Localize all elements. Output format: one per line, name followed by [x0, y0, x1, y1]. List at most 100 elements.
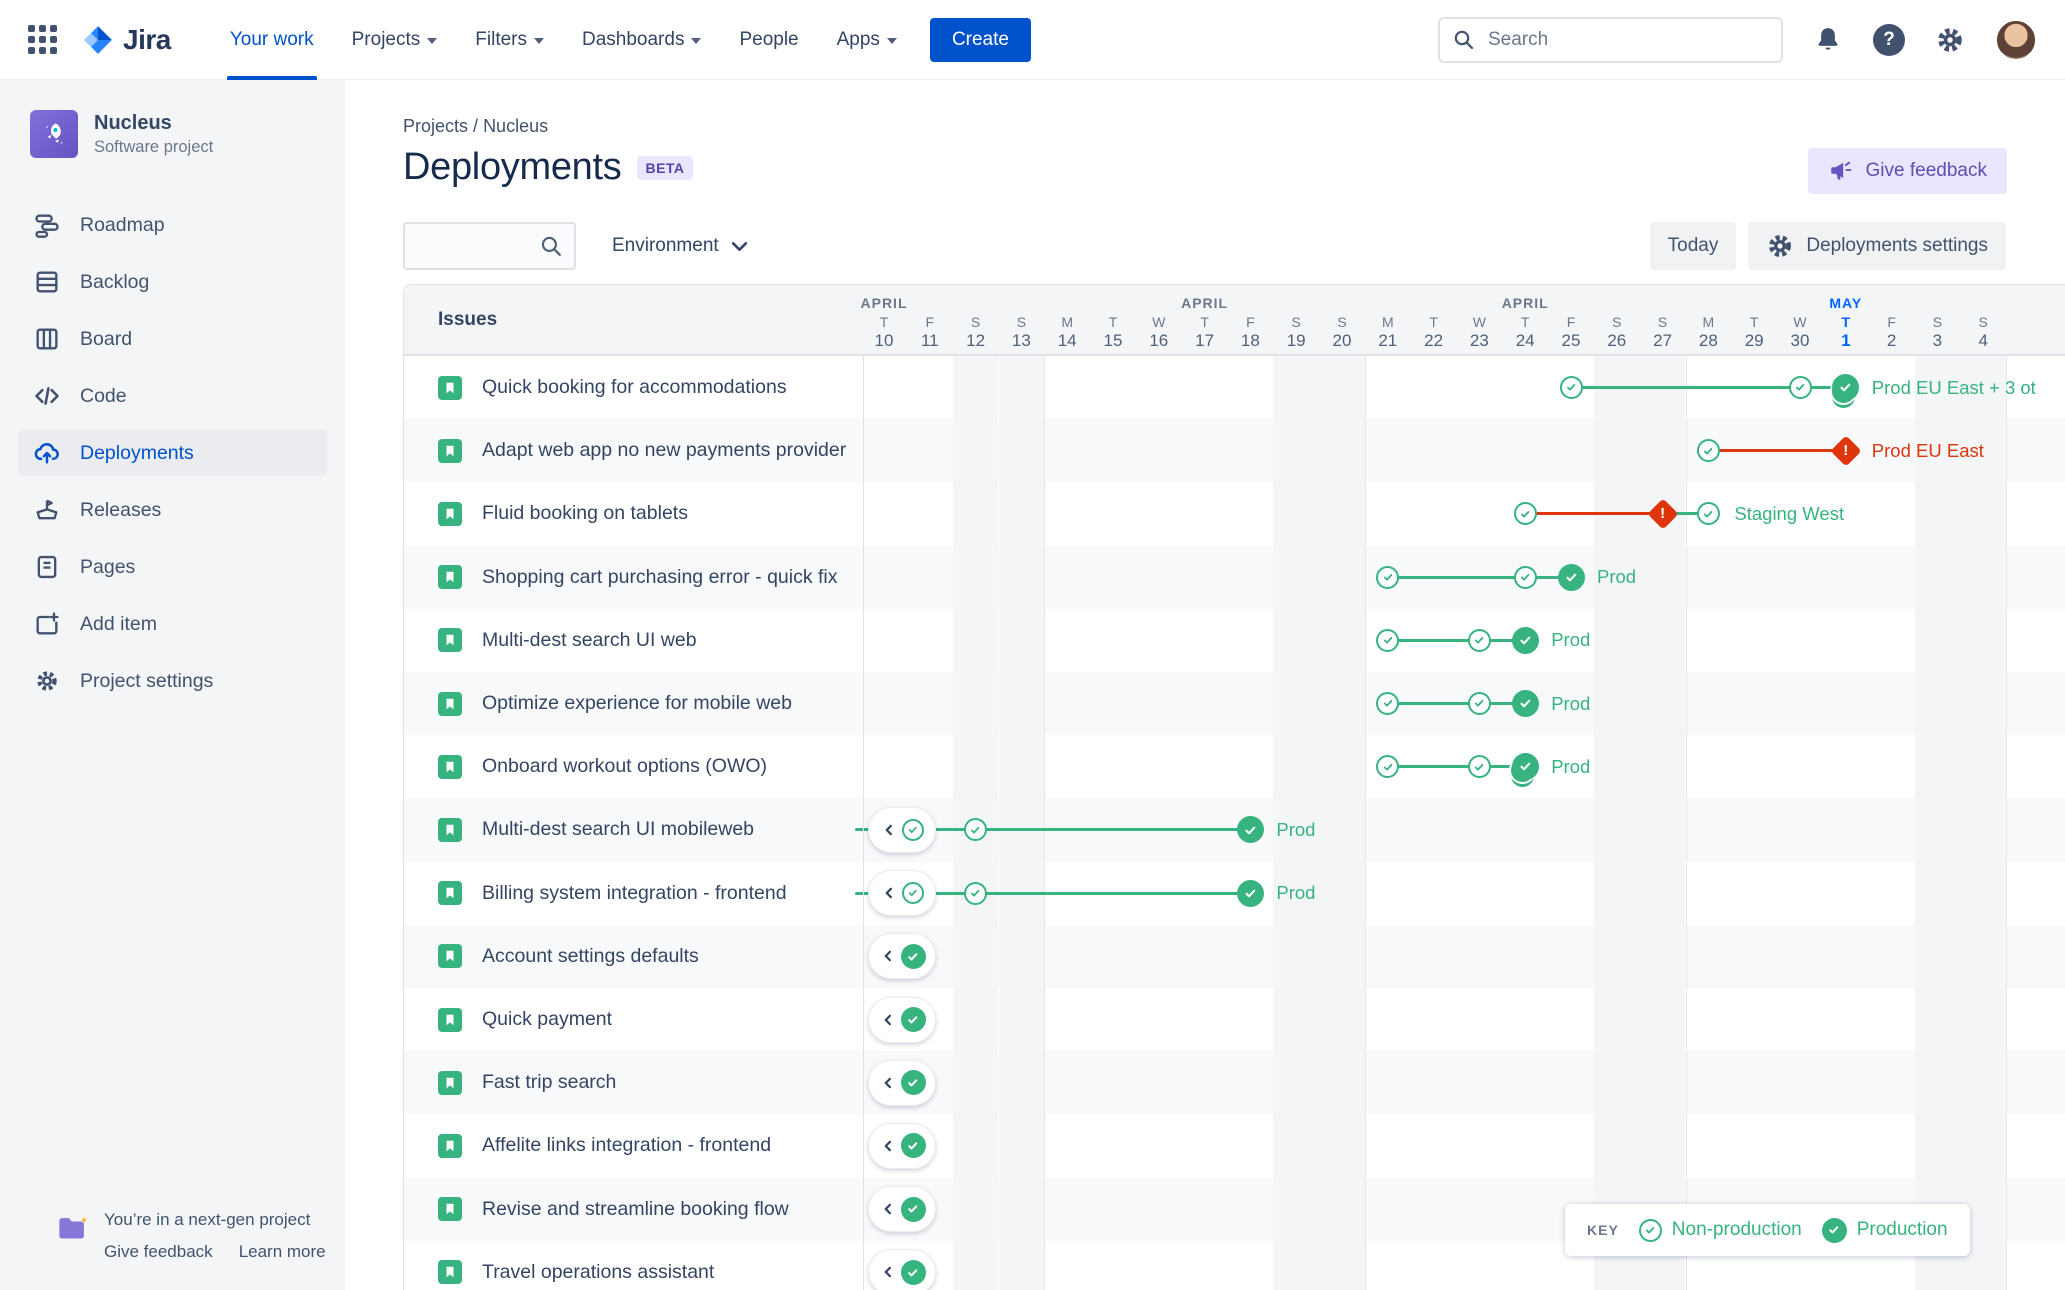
non-production-check-badge[interactable] — [1374, 690, 1402, 718]
sidebar-item-releases[interactable]: Releases — [18, 487, 327, 533]
issue-row[interactable]: Fluid booking on tablets — [404, 482, 863, 545]
breadcrumb-project-name[interactable]: Nucleus — [483, 116, 549, 136]
production-check-badge — [900, 1259, 926, 1285]
non-production-check-badge[interactable] — [1374, 626, 1402, 654]
production-stacked-badge[interactable] — [1830, 373, 1861, 410]
collapsed-deployments-pill[interactable] — [868, 1249, 936, 1290]
deployment-track: Prod — [863, 609, 2065, 672]
deployments-settings-button[interactable]: Deployments settings — [1748, 222, 2006, 270]
non-production-check-badge[interactable] — [1786, 374, 1814, 402]
sidebar-item-roadmap[interactable]: Roadmap — [18, 202, 327, 248]
deployments-search-input[interactable] — [403, 222, 576, 270]
issue-row[interactable]: Multi-dest search UI web — [404, 609, 863, 672]
environment-dropdown[interactable]: Environment — [612, 222, 748, 270]
non-production-check-badge[interactable] — [1465, 626, 1493, 654]
issue-row[interactable]: Adapt web app no new payments provider — [404, 419, 863, 482]
search-icon — [1454, 30, 1474, 49]
day-tick: 14 — [1057, 331, 1077, 350]
production-stacked-badge[interactable] — [1509, 752, 1540, 789]
nav-item-apps[interactable]: Apps — [818, 0, 916, 80]
issue-row[interactable]: Quick booking for accommodations — [404, 356, 863, 419]
issue-row[interactable]: Travel operations assistant — [404, 1241, 863, 1290]
collapsed-deployments-pill[interactable] — [868, 1186, 936, 1233]
non-production-check-badge[interactable] — [1465, 753, 1493, 781]
production-check-badge[interactable] — [1510, 625, 1540, 655]
issues-column-header: Issues — [438, 309, 498, 330]
chevron-left-icon — [880, 821, 898, 839]
story-type-icon — [438, 1007, 462, 1032]
today-button[interactable]: Today — [1649, 222, 1737, 270]
non-production-check-badge[interactable] — [1694, 437, 1722, 465]
issue-title: Quick booking for accommodations — [482, 376, 787, 399]
production-check-badge[interactable] — [1235, 815, 1265, 845]
non-production-check-badge[interactable] — [1694, 500, 1722, 528]
sidebar-give-feedback-link[interactable]: Give feedback — [104, 1242, 213, 1261]
story-type-icon — [438, 438, 462, 463]
collapsed-deployments-pill[interactable] — [868, 933, 936, 980]
non-production-check-badge[interactable] — [962, 879, 990, 907]
story-type-icon — [438, 881, 462, 906]
sidebar-item-deployments[interactable]: Deployments — [18, 430, 327, 476]
month-label: APRIL — [1181, 295, 1229, 311]
non-production-check-badge[interactable] — [962, 816, 990, 844]
sidebar-item-code[interactable]: Code — [18, 373, 327, 419]
breadcrumb-projects[interactable]: Projects — [403, 116, 469, 136]
sidebar-item-backlog[interactable]: Backlog — [18, 259, 327, 305]
sidebar-item-board[interactable]: Board — [18, 316, 327, 362]
issue-row[interactable]: Fast trip search — [404, 1051, 863, 1114]
sidebar-item-project-settings[interactable]: Project settings — [18, 658, 327, 704]
collapsed-deployments-pill[interactable] — [868, 1122, 936, 1169]
issue-row[interactable]: Quick payment — [404, 988, 863, 1051]
month-label: APRIL — [1501, 295, 1549, 311]
day-tick: S — [970, 314, 981, 330]
jira-logo[interactable]: Jira — [81, 23, 171, 57]
non-production-check-badge[interactable] — [1557, 374, 1585, 402]
app-switcher-icon[interactable] — [28, 25, 57, 54]
sidebar-learn-more-link[interactable]: Learn more — [238, 1242, 326, 1261]
collapsed-deployments-pill[interactable] — [868, 1059, 936, 1106]
nav-item-projects[interactable]: Projects — [333, 0, 457, 80]
help-icon[interactable]: ? — [1873, 23, 1905, 56]
issue-row[interactable]: Onboard workout options (OWO) — [404, 735, 863, 798]
day-tick: S — [1291, 314, 1301, 330]
nav-item-dashboards[interactable]: Dashboards — [563, 0, 720, 80]
issue-row[interactable]: Account settings defaults — [404, 925, 863, 988]
non-production-check-badge[interactable] — [1465, 690, 1493, 718]
notifications-bell-icon[interactable] — [1813, 25, 1843, 55]
deployment-failed-warning-icon[interactable]: ! — [1830, 435, 1862, 467]
project-header[interactable]: Nucleus Software project — [0, 80, 345, 158]
sidebar-item-pages[interactable]: Pages — [18, 544, 327, 590]
nav-item-people[interactable]: People — [739, 28, 799, 50]
nav-item-your-work[interactable]: Your work — [211, 0, 333, 80]
create-button[interactable]: Create — [929, 17, 1031, 62]
beta-badge: BETA — [637, 155, 693, 180]
collapsed-deployments-pill[interactable] — [868, 806, 936, 853]
collapsed-deployments-pill[interactable] — [868, 870, 936, 917]
settings-gear-icon[interactable] — [1935, 25, 1965, 55]
deployment-connector-line — [1662, 512, 1709, 516]
user-avatar[interactable] — [1995, 18, 2037, 61]
production-check-badge[interactable] — [1556, 562, 1586, 592]
issue-row[interactable]: Shopping cart purchasing error - quick f… — [404, 546, 863, 609]
global-search-input[interactable] — [1438, 16, 1783, 63]
give-feedback-button[interactable]: Give feedback — [1807, 148, 2007, 194]
non-production-check-badge[interactable] — [1511, 563, 1539, 591]
issue-row[interactable]: Optimize experience for mobile web — [404, 672, 863, 735]
issue-row[interactable]: Revise and streamline booking flow — [404, 1178, 863, 1241]
day-tick: 2 — [1886, 331, 1897, 350]
production-check-badge[interactable] — [1510, 689, 1540, 719]
deployment-failed-warning-icon[interactable]: ! — [1647, 498, 1679, 530]
production-check-badge[interactable] — [1235, 878, 1265, 908]
issue-row[interactable]: Multi-dest search UI mobileweb — [404, 798, 863, 861]
issue-row[interactable]: Affelite links integration - frontend — [404, 1114, 863, 1177]
collapsed-deployments-pill[interactable] — [868, 996, 936, 1043]
non-production-check-badge[interactable] — [1511, 500, 1539, 528]
issue-row[interactable]: Billing system integration - frontend — [404, 862, 863, 925]
sidebar-item-add-item[interactable]: Add item — [18, 601, 327, 647]
nav-item-filters[interactable]: Filters — [456, 0, 563, 80]
deployment-connector-line — [929, 891, 976, 895]
deployment-track: Prod EU East + 3 ot — [863, 356, 2065, 419]
non-production-check-badge[interactable] — [1374, 563, 1402, 591]
issue-title: Multi-dest search UI mobileweb — [482, 818, 755, 841]
non-production-check-badge[interactable] — [1374, 753, 1402, 781]
